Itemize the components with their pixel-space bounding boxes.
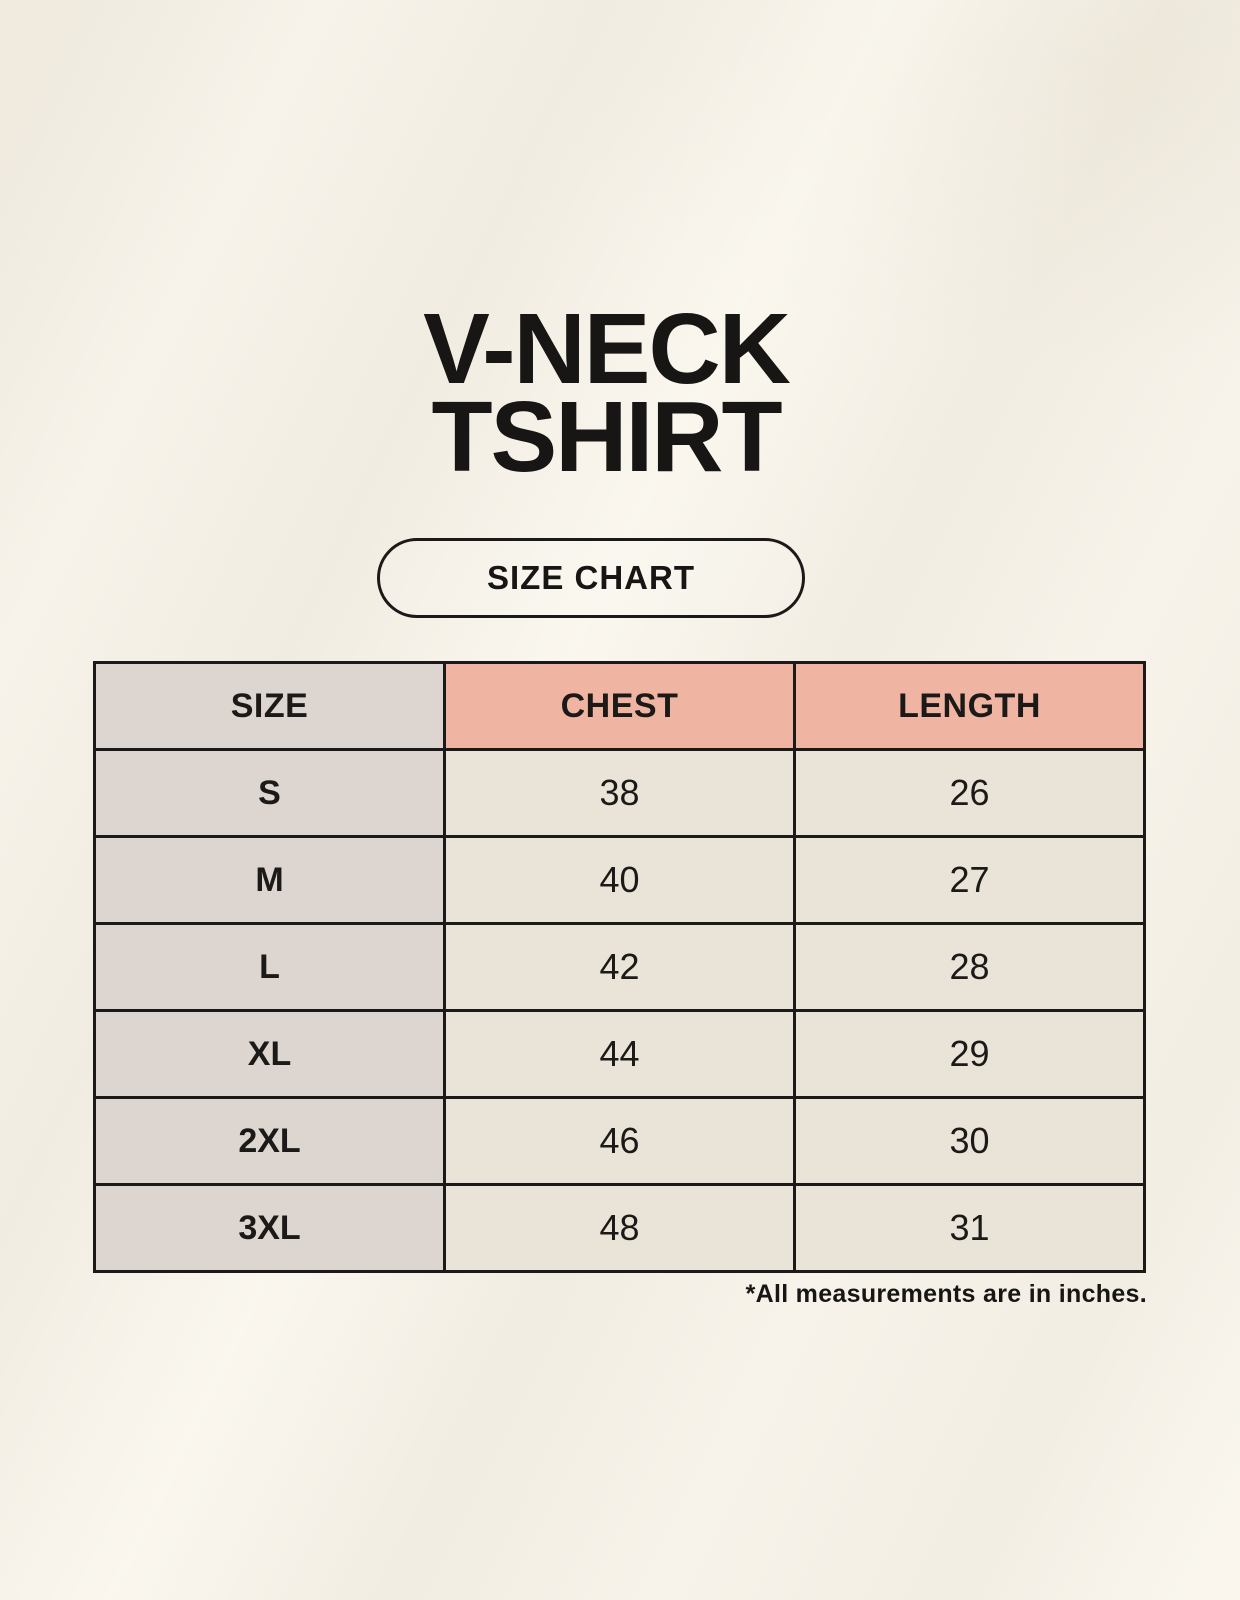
table-row: S 38 26: [93, 748, 1146, 838]
column-header-size: SIZE: [93, 661, 446, 751]
length-value: 29: [793, 1009, 1146, 1099]
length-value: 26: [793, 748, 1146, 838]
chest-value: 40: [443, 835, 796, 925]
length-value: 31: [793, 1183, 1146, 1273]
length-value: 28: [793, 922, 1146, 1012]
size-chart-badge-label: SIZE CHART: [487, 559, 695, 596]
table-row: M 40 27: [93, 835, 1146, 925]
size-cell: M: [93, 835, 446, 925]
title-line-1: V-NECK: [423, 293, 791, 405]
size-cell: XL: [93, 1009, 446, 1099]
column-header-length: LENGTH: [793, 661, 1146, 751]
size-cell: 3XL: [93, 1183, 446, 1273]
size-chart-table: SIZE CHEST LENGTH S 38 26 M 40 27 L 42 2…: [93, 661, 1146, 1273]
length-value: 30: [793, 1096, 1146, 1186]
size-chart-badge: SIZE CHART: [377, 538, 805, 618]
page-title: V-NECK TSHIRT: [0, 293, 1226, 493]
length-value: 27: [793, 835, 1146, 925]
size-cell: S: [93, 748, 446, 838]
column-header-chest: CHEST: [443, 661, 796, 751]
table-row: XL 44 29: [93, 1009, 1146, 1099]
table-row: 3XL 48 31: [93, 1183, 1146, 1273]
measurements-footnote: *All measurements are in inches.: [745, 1280, 1147, 1308]
size-cell: L: [93, 922, 446, 1012]
chest-value: 42: [443, 922, 796, 1012]
chest-value: 38: [443, 748, 796, 838]
chest-value: 46: [443, 1096, 796, 1186]
table-row: 2XL 46 30: [93, 1096, 1146, 1186]
size-cell: 2XL: [93, 1096, 446, 1186]
title-line-2: TSHIRT: [431, 381, 782, 493]
table-header-row: SIZE CHEST LENGTH: [93, 661, 1146, 751]
chest-value: 44: [443, 1009, 796, 1099]
chest-value: 48: [443, 1183, 796, 1273]
table-row: L 42 28: [93, 922, 1146, 1012]
